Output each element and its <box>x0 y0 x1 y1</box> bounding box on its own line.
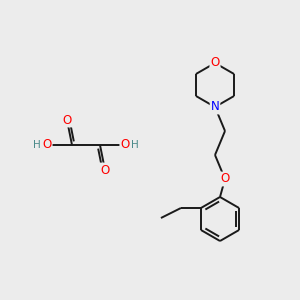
Text: O: O <box>42 139 52 152</box>
Text: O: O <box>62 113 72 127</box>
Text: O: O <box>120 139 130 152</box>
Text: O: O <box>210 56 220 70</box>
Text: O: O <box>100 164 109 176</box>
Text: H: H <box>131 140 139 150</box>
Text: O: O <box>220 172 230 185</box>
Text: N: N <box>211 100 219 113</box>
Text: H: H <box>33 140 41 150</box>
